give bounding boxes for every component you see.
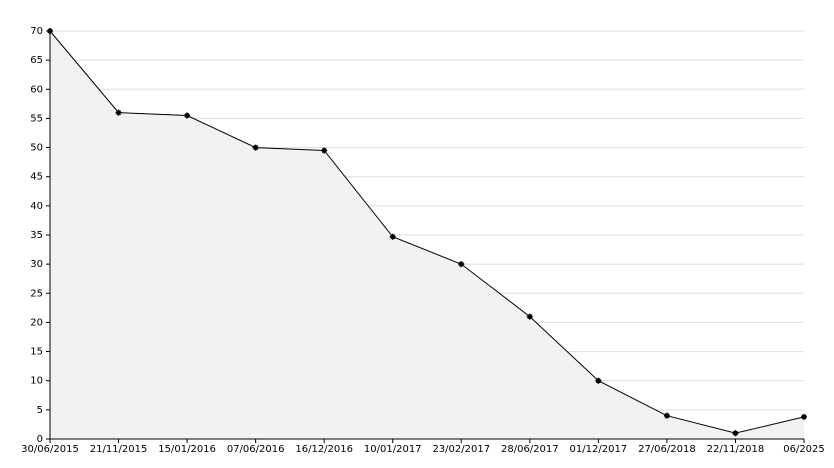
area — [50, 31, 804, 439]
y-tick-label: 20 — [30, 317, 43, 328]
y-tick-label: 15 — [30, 347, 43, 358]
x-tick-label: 28/06/2017 — [501, 444, 559, 455]
marker — [732, 430, 739, 437]
x-tick-label: 07/06/2016 — [227, 444, 285, 455]
x-tick-label: 06/2025 — [783, 444, 825, 455]
marker — [115, 109, 122, 116]
marker — [458, 261, 465, 268]
y-tick-label: 0 — [37, 434, 43, 445]
x-tick-label: 01/12/2017 — [570, 444, 628, 455]
marker — [184, 112, 191, 119]
x-tick-label: 27/06/2018 — [638, 444, 696, 455]
x-tick-label: 23/02/2017 — [432, 444, 490, 455]
y-tick-label: 30 — [30, 259, 43, 270]
y-tick-label: 10 — [30, 376, 43, 387]
x-tick-label: 15/01/2016 — [158, 444, 216, 455]
y-tick-label: 60 — [30, 84, 43, 95]
marker — [321, 147, 328, 154]
y-tick-label: 70 — [30, 26, 43, 37]
line — [49, 30, 805, 434]
y-tick-label: 40 — [30, 201, 43, 212]
x-tick-label: 10/01/2017 — [364, 444, 422, 455]
y-tick-label: 45 — [30, 172, 43, 183]
marker — [526, 313, 533, 320]
x-tick-label: 16/12/2016 — [295, 444, 353, 455]
marker — [389, 233, 396, 240]
y-tick-label: 25 — [30, 288, 43, 299]
marker — [801, 413, 807, 420]
x-tick-label: 21/11/2015 — [90, 444, 148, 455]
y-tick-label: 5 — [37, 405, 43, 416]
marker — [252, 144, 259, 151]
y-tick-label: 65 — [30, 55, 43, 66]
y-tick-label: 50 — [30, 143, 43, 154]
marker — [595, 377, 602, 384]
marker — [663, 412, 670, 419]
x-tick-label: 22/11/2018 — [707, 444, 765, 455]
y-tick-label: 55 — [30, 113, 43, 124]
x-tick-label: 30/06/2015 — [21, 444, 79, 455]
y-tick-label: 35 — [30, 230, 43, 241]
